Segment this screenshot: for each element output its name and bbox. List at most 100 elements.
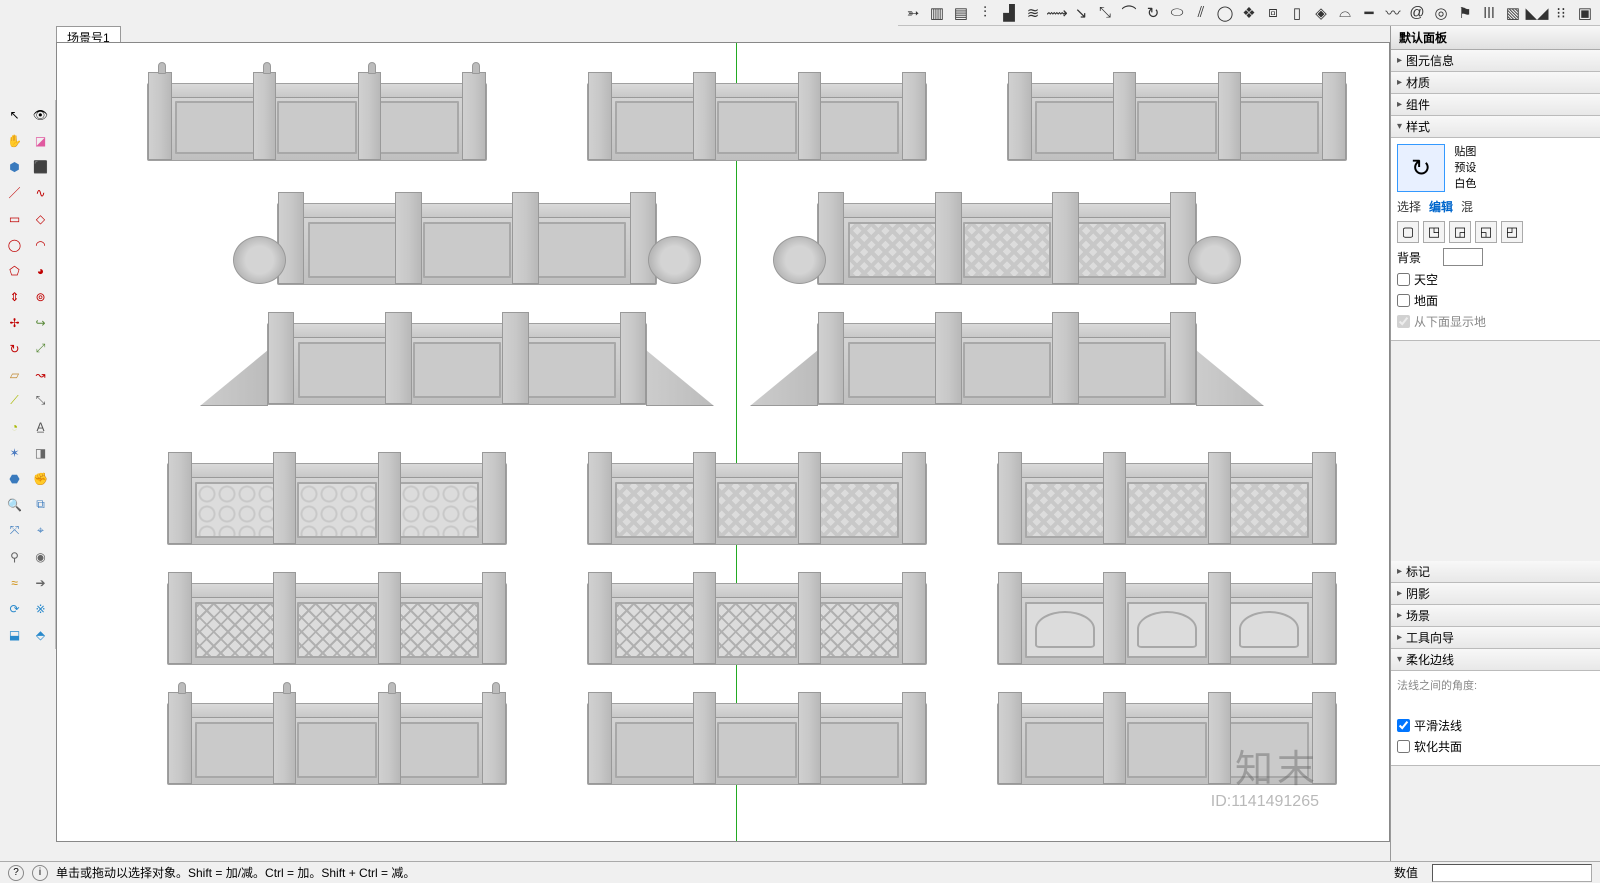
- style-shaded-icon[interactable]: ◲: [1449, 221, 1471, 243]
- section-materials[interactable]: 材质: [1391, 72, 1600, 94]
- move-tool-icon[interactable]: ✢: [2, 310, 27, 335]
- axes-tool-icon[interactable]: ✶: [2, 440, 27, 465]
- section-styles[interactable]: 样式: [1391, 116, 1600, 138]
- section-soften[interactable]: 柔化边线: [1391, 649, 1600, 671]
- style-textured-icon[interactable]: ◱: [1475, 221, 1497, 243]
- diamond-tool-icon[interactable]: ◈: [1310, 2, 1332, 24]
- 3dtext-tool-icon[interactable]: ➔: [28, 570, 53, 595]
- freehand-tool-icon[interactable]: ∿: [28, 180, 53, 205]
- wavy-tool-icon[interactable]: 〰: [1382, 2, 1404, 24]
- angle-tool-icon[interactable]: ⤡: [1094, 2, 1116, 24]
- offset-tool-icon[interactable]: ⊚: [28, 284, 53, 309]
- followcurve-tool-icon[interactable]: ↝: [28, 362, 53, 387]
- step-tool-icon[interactable]: ⫶: [974, 2, 996, 24]
- target-tool-icon[interactable]: ◎: [1430, 2, 1452, 24]
- section-components[interactable]: 组件: [1391, 94, 1600, 116]
- extension3-tool-icon[interactable]: ⬓: [2, 622, 27, 647]
- followme-tool-icon[interactable]: ↪: [28, 310, 53, 335]
- section-entity-info[interactable]: 图元信息: [1391, 50, 1600, 72]
- balustrade-model[interactable]: [167, 583, 507, 665]
- ground-checkbox[interactable]: [1397, 294, 1410, 307]
- balustrade-model[interactable]: [1007, 83, 1347, 161]
- tab-select[interactable]: 选择: [1397, 198, 1421, 215]
- box-tool-icon[interactable]: ▯: [1286, 2, 1308, 24]
- spiral-tool-icon[interactable]: @: [1406, 2, 1428, 24]
- style-wireframe-icon[interactable]: ▢: [1397, 221, 1419, 243]
- style-hidden-icon[interactable]: ◳: [1423, 221, 1445, 243]
- extension2-tool-icon[interactable]: ※: [28, 596, 53, 621]
- extension4-tool-icon[interactable]: ⬘: [28, 622, 53, 647]
- select-tool-icon[interactable]: ↖: [2, 102, 27, 127]
- pie-tool-icon[interactable]: ◕: [28, 258, 53, 283]
- cap-tool-icon[interactable]: ⌓: [1334, 2, 1356, 24]
- help-icon[interactable]: ?: [8, 865, 24, 881]
- dash-tool-icon[interactable]: ━: [1358, 2, 1380, 24]
- walk-tool-icon[interactable]: ⬣: [2, 466, 27, 491]
- balustrade-model[interactable]: [997, 703, 1337, 785]
- tape-tool-icon[interactable]: ⟋: [2, 388, 27, 413]
- hand-tool-icon[interactable]: ✋: [2, 128, 27, 153]
- segment-tool-icon[interactable]: ⟿: [1046, 2, 1068, 24]
- stairs-tool-icon[interactable]: ▤: [950, 2, 972, 24]
- viewport[interactable]: 知末 ID:1141491265: [56, 42, 1390, 842]
- component-tool-icon[interactable]: ⬢: [2, 154, 27, 179]
- arrow-tool-icon[interactable]: ↘: [1070, 2, 1092, 24]
- section-shadows[interactable]: 阴影: [1391, 583, 1600, 605]
- pan-tool-icon[interactable]: ✊: [28, 466, 53, 491]
- eraser-tool-icon[interactable]: ◪: [28, 128, 53, 153]
- zoomextents-tool-icon[interactable]: ⤧: [2, 518, 27, 543]
- zoom-tool-icon[interactable]: 🔍: [2, 492, 27, 517]
- sandbox-tool-icon[interactable]: ≈: [2, 570, 27, 595]
- extension1-tool-icon[interactable]: ⟳: [2, 596, 27, 621]
- text-tool-icon[interactable]: A̲: [28, 414, 53, 439]
- sky-checkbox[interactable]: [1397, 273, 1410, 286]
- style-refresh-icon[interactable]: ↻: [1397, 144, 1445, 192]
- orbit-tool-icon[interactable]: 👁: [28, 102, 53, 127]
- balustrade-model[interactable]: [277, 203, 657, 285]
- section-tags[interactable]: 标记: [1391, 561, 1600, 583]
- span-tool-icon[interactable]: ⫽: [1190, 2, 1212, 24]
- balustrade-model[interactable]: [167, 703, 507, 785]
- tab-mix[interactable]: 混: [1461, 198, 1473, 215]
- person-tool-icon[interactable]: ⚲: [2, 544, 27, 569]
- line-tool-icon[interactable]: ／: [2, 180, 27, 205]
- cube-tool-icon[interactable]: ▣: [1574, 2, 1596, 24]
- balustrade-model[interactable]: [817, 323, 1197, 405]
- section-scenes[interactable]: 场景: [1391, 605, 1600, 627]
- circle-tool-icon[interactable]: ◯: [2, 232, 27, 257]
- balustrade-model[interactable]: [587, 83, 927, 161]
- arc-tool-icon[interactable]: ⌒: [1118, 2, 1140, 24]
- plane-tool-icon[interactable]: ▱: [2, 362, 27, 387]
- balustrade-model[interactable]: [817, 203, 1197, 285]
- balustrade-model[interactable]: [267, 323, 647, 405]
- curve-tool-icon[interactable]: ➳: [902, 2, 924, 24]
- smooth-normals-checkbox[interactable]: [1397, 719, 1410, 732]
- pushpull-tool-icon[interactable]: ⇕: [2, 284, 27, 309]
- section-tool-icon[interactable]: ◨: [28, 440, 53, 465]
- column-tool-icon[interactable]: ▥: [926, 2, 948, 24]
- ellipse-tool-icon[interactable]: ⬭: [1166, 2, 1188, 24]
- bars-tool-icon[interactable]: ▟: [998, 2, 1020, 24]
- stack-tool-icon[interactable]: ⧈: [1262, 2, 1284, 24]
- mirror-tool-icon[interactable]: ◣◢: [1526, 2, 1548, 24]
- polygon-tool-icon[interactable]: ⬠: [2, 258, 27, 283]
- look-tool-icon[interactable]: ◉: [28, 544, 53, 569]
- section-instructor[interactable]: 工具向导: [1391, 627, 1600, 649]
- info-icon[interactable]: i: [32, 865, 48, 881]
- balustrade-model[interactable]: [147, 83, 487, 161]
- tab-edit[interactable]: 编辑: [1429, 198, 1453, 215]
- ring-tool-icon[interactable]: ◯: [1214, 2, 1236, 24]
- flag-tool-icon[interactable]: ⚑: [1454, 2, 1476, 24]
- tray-header[interactable]: 默认面板: [1391, 26, 1600, 50]
- bg-color-swatch[interactable]: [1443, 248, 1483, 266]
- style-mono-icon[interactable]: ◰: [1501, 221, 1523, 243]
- protractor-tool-icon[interactable]: ◔: [2, 414, 27, 439]
- paint-tool-icon[interactable]: ⬛: [28, 154, 53, 179]
- balustrade-model[interactable]: [167, 463, 507, 545]
- dimension-tool-icon[interactable]: ⤡: [28, 388, 53, 413]
- arc-tool-icon[interactable]: ◠: [28, 232, 53, 257]
- balustrade-model[interactable]: [587, 463, 927, 545]
- skew-tool-icon[interactable]: ▧: [1502, 2, 1524, 24]
- position-tool-icon[interactable]: ⌖: [28, 518, 53, 543]
- soften-coplanar-checkbox[interactable]: [1397, 740, 1410, 753]
